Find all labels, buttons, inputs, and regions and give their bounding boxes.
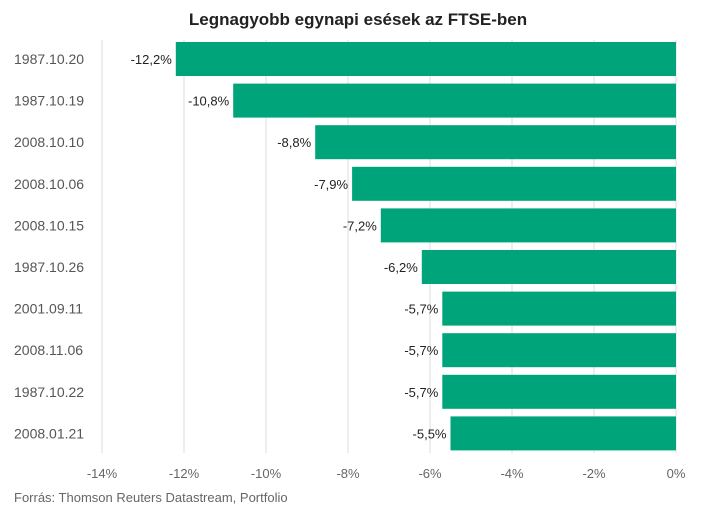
- data-label: -5,7%: [404, 302, 438, 317]
- data-label: -5,5%: [413, 426, 447, 441]
- category-label: 2008.10.10: [14, 134, 84, 150]
- bar: [442, 291, 676, 326]
- data-label: -6,2%: [384, 260, 418, 275]
- category-label: 2001.09.11: [14, 301, 83, 317]
- bar: [233, 83, 676, 118]
- category-label: 2008.10.06: [14, 176, 84, 192]
- data-label: -5,7%: [404, 385, 438, 400]
- data-label: -7,9%: [314, 177, 348, 192]
- data-label: -10,8%: [188, 94, 230, 109]
- data-label: -5,7%: [404, 343, 438, 358]
- bar: [421, 250, 676, 284]
- category-label: 1987.10.22: [14, 384, 84, 400]
- bar: [352, 166, 676, 201]
- x-tick-label: 0%: [667, 466, 686, 481]
- chart-title: Legnagyobb egynapi esések az FTSE-ben: [189, 10, 527, 29]
- category-label: 1987.10.19: [14, 93, 84, 109]
- category-labels: 1987.10.20 1987.10.19 2008.10.10 2008.10.06…: [14, 51, 84, 441]
- bar: [442, 333, 676, 368]
- x-tick-label: -10%: [251, 466, 282, 481]
- x-tick-label: -8%: [336, 466, 360, 481]
- data-label: -12,2%: [131, 52, 173, 67]
- data-label: -7,2%: [343, 218, 377, 233]
- x-tick-label: -14%: [87, 466, 118, 481]
- x-tick-label: -6%: [418, 466, 442, 481]
- x-axis-ticks: -14% -12% -10% -8% -6% -4% -2% 0%: [87, 466, 686, 481]
- x-tick-label: -4%: [500, 466, 524, 481]
- bar: [442, 374, 676, 409]
- bar: [450, 416, 676, 451]
- bar: [380, 208, 676, 243]
- bar: [315, 125, 676, 160]
- category-label: 2008.10.15: [14, 217, 84, 233]
- x-tick-label: -2%: [582, 466, 606, 481]
- data-label: -8,8%: [277, 135, 311, 150]
- bar: [175, 42, 677, 76]
- category-label: 2008.11.06: [14, 342, 83, 358]
- x-tick-label: -12%: [169, 466, 200, 481]
- bars: -12,2% -10,8% -8,8% -7,9% -7,2% -6,2% -5,7% -5,…: [131, 42, 677, 451]
- category-label: 2008.01.21: [14, 425, 84, 441]
- category-label: 1987.10.26: [14, 259, 84, 275]
- category-label: 1987.10.20: [14, 51, 84, 67]
- source-note: Forrás: Thomson Reuters Datastream, Port…: [14, 490, 288, 505]
